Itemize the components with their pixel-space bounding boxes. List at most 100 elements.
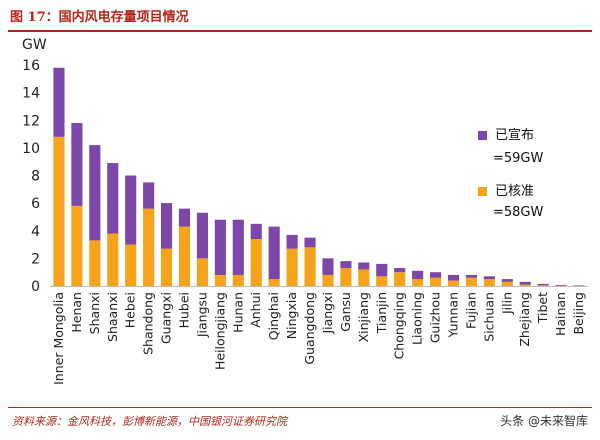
legend-total-approved: =58GW	[493, 205, 544, 220]
page-title: 图 17：国内风电存量项目情况	[10, 10, 189, 25]
bar-segment-announced	[250, 223, 262, 240]
x-category-label: Xinjiang	[356, 292, 371, 342]
x-category-label: Guangxi	[159, 292, 174, 344]
bar-segment-announced	[178, 208, 191, 227]
bar-segment-announced	[71, 123, 83, 206]
bar-segment-announced	[519, 281, 531, 285]
y-tick-label: 16	[22, 58, 40, 74]
legend-swatch-announced	[478, 131, 487, 140]
x-category-label: Guizhou	[428, 292, 443, 343]
legend-total-announced: =59GW	[493, 151, 544, 166]
bar-segment-approved	[178, 226, 191, 286]
bar-segment-announced	[125, 175, 137, 245]
x-category-label: Jiangxi	[320, 292, 335, 335]
x-category-label: Henan	[69, 292, 84, 333]
y-axis-unit-label: GW	[22, 37, 47, 53]
stacked-bar-chart: GW 0 2 4 6 8 10 12 14 16 Inner Mongolia Henan Shanxi…	[22, 37, 588, 385]
bar-segment-approved	[143, 208, 155, 286]
bar-segment-approved	[125, 244, 137, 286]
x-category-label: Yunnan	[446, 292, 461, 339]
y-tick-label: 14	[22, 86, 40, 102]
bar-segment-announced	[286, 234, 298, 249]
x-category-label: Zhejiang	[517, 292, 532, 347]
bar-segment-announced	[89, 145, 101, 241]
watermark: 头条 @未来智库	[500, 414, 588, 428]
bar-segment-announced	[107, 163, 119, 234]
bar-segment-approved	[376, 276, 388, 286]
bar-segment-approved	[430, 277, 442, 286]
bar-segment-approved	[71, 205, 83, 286]
bar-segment-announced	[376, 263, 388, 277]
bar-segment-announced	[358, 262, 370, 270]
y-tick-label: 2	[31, 251, 40, 267]
bar-segment-approved	[250, 239, 262, 286]
x-category-label: Tianjin	[374, 292, 389, 334]
legend-swatch-approved	[478, 187, 487, 196]
bar-segment-approved	[322, 274, 334, 286]
bar-segment-approved	[358, 269, 370, 286]
bar-segment-announced	[394, 268, 406, 273]
y-tick-label: 8	[31, 169, 40, 185]
x-category-label: Jiangsu	[194, 292, 209, 338]
bar-segment-announced	[465, 274, 477, 278]
bar-segment-approved	[89, 240, 101, 286]
bar-segment-announced	[143, 182, 155, 209]
bar-segment-approved	[465, 277, 477, 286]
y-tick-label: 0	[31, 279, 40, 295]
y-tick-label: 12	[22, 113, 40, 129]
bar-segment-announced	[340, 261, 352, 269]
bar-segment-announced	[304, 237, 316, 248]
x-category-label: Beijing	[571, 292, 586, 335]
bar-segment-approved	[537, 285, 549, 286]
x-category-label: Hainan	[553, 292, 568, 336]
bar-segment-approved	[412, 279, 424, 286]
bar-segment-approved	[483, 279, 495, 286]
y-tick-label: 10	[22, 141, 40, 157]
x-category-label: Fujian	[463, 292, 478, 329]
x-category-label: Heilongjiang	[212, 292, 227, 370]
bar-segment-announced	[232, 219, 244, 275]
x-category-label: Shanxi	[87, 292, 102, 334]
bar-segment-announced	[196, 212, 208, 259]
bar-segment-approved	[447, 280, 460, 286]
bar-segment-announced	[555, 284, 567, 286]
bar-segment-approved	[107, 233, 119, 286]
x-category-label: Gansu	[338, 292, 353, 332]
x-category-label: Ningxia	[284, 292, 299, 339]
bar-segment-approved	[196, 258, 208, 286]
x-category-label: Chongqing	[392, 292, 407, 359]
bar-segment-approved	[268, 279, 280, 286]
legend-label-announced: 已宣布	[495, 128, 535, 143]
bar-segment-announced	[214, 219, 226, 275]
source-note: 资料来源：金风科技，彭博新能源，中国银河证券研究院	[12, 415, 287, 428]
x-category-label: Inner Mongolia	[51, 292, 66, 385]
bar-segment-approved	[501, 281, 513, 286]
bar-segment-approved	[53, 136, 65, 286]
bar-segment-announced	[501, 279, 513, 282]
title-divider	[8, 30, 592, 32]
bar-segment-announced	[483, 276, 495, 280]
bar-segment-announced	[53, 67, 65, 137]
x-category-label: Tibet	[535, 292, 550, 324]
x-category-label: Guangdong	[302, 292, 317, 365]
bar-segment-announced	[268, 226, 280, 280]
legend-item-approved: 已核准	[478, 180, 534, 199]
bar-segment-announced	[412, 270, 424, 280]
x-category-label: Liaoning	[410, 292, 425, 345]
legend-item-announced: 已宣布	[478, 124, 534, 143]
x-category-label: Hunan	[230, 292, 245, 333]
bar-segment-announced	[537, 283, 549, 286]
x-category-label: Sichuan	[481, 292, 496, 342]
bar-segment-approved	[340, 268, 352, 286]
bar-segment-announced	[447, 274, 460, 281]
bar-segment-approved	[304, 247, 316, 286]
footer-divider	[8, 407, 592, 408]
x-category-label: Jilin	[499, 292, 514, 315]
x-category-label: Shaanxi	[105, 292, 120, 342]
bar-segment-announced	[161, 203, 173, 249]
bar-segment-approved	[232, 274, 244, 286]
x-category-label: Anhui	[248, 292, 263, 328]
bar-segment-announced	[430, 272, 442, 278]
bar-segment-approved	[161, 248, 173, 286]
y-tick-label: 6	[31, 196, 40, 212]
